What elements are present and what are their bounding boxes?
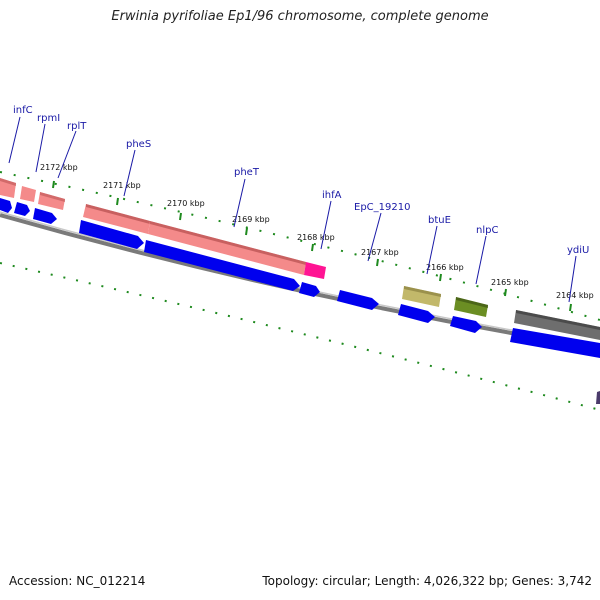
feature-pink-pheS-shade <box>86 204 150 224</box>
tick-2168 <box>311 243 314 252</box>
leader-ydiU <box>568 255 577 303</box>
leader-EpC_19210 <box>367 212 382 262</box>
leader-btuE <box>426 225 438 275</box>
misc-features <box>402 286 600 404</box>
tick-label-2171: 2171 kbp <box>103 181 141 190</box>
rna-features <box>0 178 326 279</box>
gene-label-pheT: pheT <box>234 167 260 178</box>
map-title: Erwinia pyrifoliae Ep1/96 chromosome, co… <box>111 9 489 24</box>
accession-text: Accession: NC_012214 <box>9 574 146 588</box>
feature-pink-pheS <box>83 204 150 234</box>
gene-label-ihfA: ihfA <box>322 190 342 201</box>
cds-pheS <box>79 220 144 249</box>
leader-rpmI <box>35 123 46 173</box>
cds-3 <box>33 208 57 224</box>
gene-label-nlpC: nlpC <box>476 225 498 236</box>
tick-2169 <box>245 227 248 236</box>
feature-tan-shade <box>404 286 441 297</box>
cds-pheT <box>144 240 300 291</box>
gene-label-btuE: btuE <box>428 215 451 226</box>
tick-2170 <box>179 212 182 221</box>
cds-ydiU <box>510 328 600 358</box>
leader-rplT <box>57 130 77 179</box>
feature-pink-3 <box>38 192 65 210</box>
tick-2165 <box>504 288 507 297</box>
feature-magenta-ihfA <box>304 262 326 279</box>
feature-pink-1-shade <box>0 178 16 186</box>
gene-label-ydiU: ydiU <box>567 245 589 256</box>
cds-EpC_19210 <box>337 290 379 310</box>
feature-purple-edge <box>596 391 600 404</box>
feature-olive-shade <box>456 297 488 308</box>
tick-label-2172: 2172 kbp <box>40 163 78 172</box>
tick-label-2167: 2167 kbp <box>361 248 399 257</box>
tick-label-2164: 2164 kbp <box>556 291 594 300</box>
leader-pheT <box>233 178 246 228</box>
feature-gray-shade <box>516 310 600 330</box>
feature-tan-btuE <box>402 286 441 307</box>
major-ticks <box>52 180 572 312</box>
cds-1 <box>0 198 12 213</box>
feature-pink-pheT <box>148 221 306 275</box>
gene-label-rplT: rplT <box>67 121 87 132</box>
cds-nlpC <box>450 316 482 333</box>
leader-nlpC <box>475 235 487 285</box>
tick-label-2165: 2165 kbp <box>491 278 529 287</box>
cds-2 <box>14 202 30 216</box>
cds-features <box>0 198 600 358</box>
gene-label-rpmI: rpmI <box>37 113 60 124</box>
leader-pheS <box>123 149 136 197</box>
feature-gray-ydiU <box>514 310 600 340</box>
gene-label-EpC_19210: EpC_19210 <box>354 202 410 213</box>
outer-dotted-track <box>0 171 600 321</box>
leader-infC <box>8 116 21 164</box>
feature-pink-3-shade <box>40 192 65 202</box>
tick-2167 <box>376 258 379 267</box>
gene-label-pheS: pheS <box>126 139 151 150</box>
tick-label-2166: 2166 kbp <box>426 263 464 272</box>
feature-olive-nlpC <box>454 297 488 317</box>
cds-btuE <box>398 304 435 323</box>
feature-pink-2 <box>20 186 36 202</box>
cds-ihfA <box>299 282 320 297</box>
tick-2166 <box>439 273 442 282</box>
label-leaders <box>8 116 577 303</box>
tick-2164 <box>569 303 572 312</box>
gene-label-infC: infC <box>13 105 33 116</box>
feature-pink-pheT-shade <box>150 221 306 265</box>
tick-label-2169: 2169 kbp <box>232 215 270 224</box>
tick-label-2168: 2168 kbp <box>297 233 335 242</box>
tick-2172 <box>52 180 55 189</box>
tick-2171 <box>116 197 119 206</box>
genome-summary-text: Topology: circular; Length: 4,026,322 bp… <box>262 574 592 588</box>
leader-ihfA <box>320 200 332 250</box>
tick-label-2170: 2170 kbp <box>167 199 205 208</box>
